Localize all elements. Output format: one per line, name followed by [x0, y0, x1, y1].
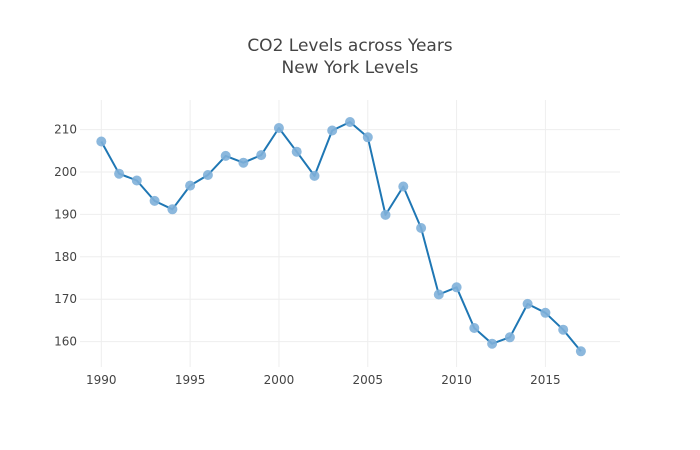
x-tick-label: 2010: [441, 373, 472, 387]
y-tick-label: 210: [54, 123, 77, 137]
tick-labels-layer: 1990 1995 2000 2005 2010 2015 160 170 180 190 200 2…: [54, 123, 561, 387]
x-tick-label: 1990: [86, 373, 117, 387]
y-tick-label: 190: [54, 207, 77, 221]
data-point[interactable]: [291, 146, 302, 157]
data-point[interactable]: [362, 132, 373, 143]
data-point[interactable]: [185, 180, 196, 191]
data-point[interactable]: [540, 307, 551, 318]
x-tick-label: 2015: [530, 373, 561, 387]
chart-title: CO2 Levels across Years: [247, 36, 452, 56]
series-line: [100, 121, 582, 352]
chart-subtitle: New York Levels: [282, 58, 419, 78]
data-point[interactable]: [202, 170, 213, 180]
data-point[interactable]: [96, 136, 107, 147]
data-point[interactable]: [416, 223, 427, 233]
data-point[interactable]: [256, 150, 267, 161]
data-point[interactable]: [558, 324, 569, 335]
data-point[interactable]: [504, 332, 515, 343]
data-point[interactable]: [238, 157, 249, 168]
data-point[interactable]: [380, 209, 391, 220]
data-point[interactable]: [398, 181, 409, 192]
data-point[interactable]: [327, 125, 338, 136]
data-point[interactable]: [167, 204, 178, 215]
series-layer: [96, 117, 586, 357]
data-point[interactable]: [273, 123, 284, 133]
y-tick-label: 200: [54, 165, 77, 179]
y-tick-label: 160: [54, 335, 77, 349]
data-point[interactable]: [469, 323, 480, 333]
data-point[interactable]: [451, 282, 462, 293]
data-point[interactable]: [345, 117, 355, 127]
x-tick-label: 2005: [352, 373, 383, 387]
y-tick-label: 170: [54, 292, 77, 306]
data-point[interactable]: [487, 338, 498, 349]
x-tick-label: 2000: [264, 373, 295, 387]
data-point[interactable]: [114, 168, 125, 179]
data-point[interactable]: [522, 298, 533, 309]
x-tick-label: 1995: [175, 373, 206, 387]
data-point[interactable]: [149, 195, 160, 206]
data-point[interactable]: [575, 346, 586, 357]
data-point[interactable]: [309, 170, 320, 181]
data-point[interactable]: [433, 289, 444, 300]
data-point[interactable]: [220, 150, 231, 161]
data-point[interactable]: [131, 175, 142, 186]
y-tick-label: 180: [54, 250, 77, 264]
grid-layer: [80, 100, 620, 367]
